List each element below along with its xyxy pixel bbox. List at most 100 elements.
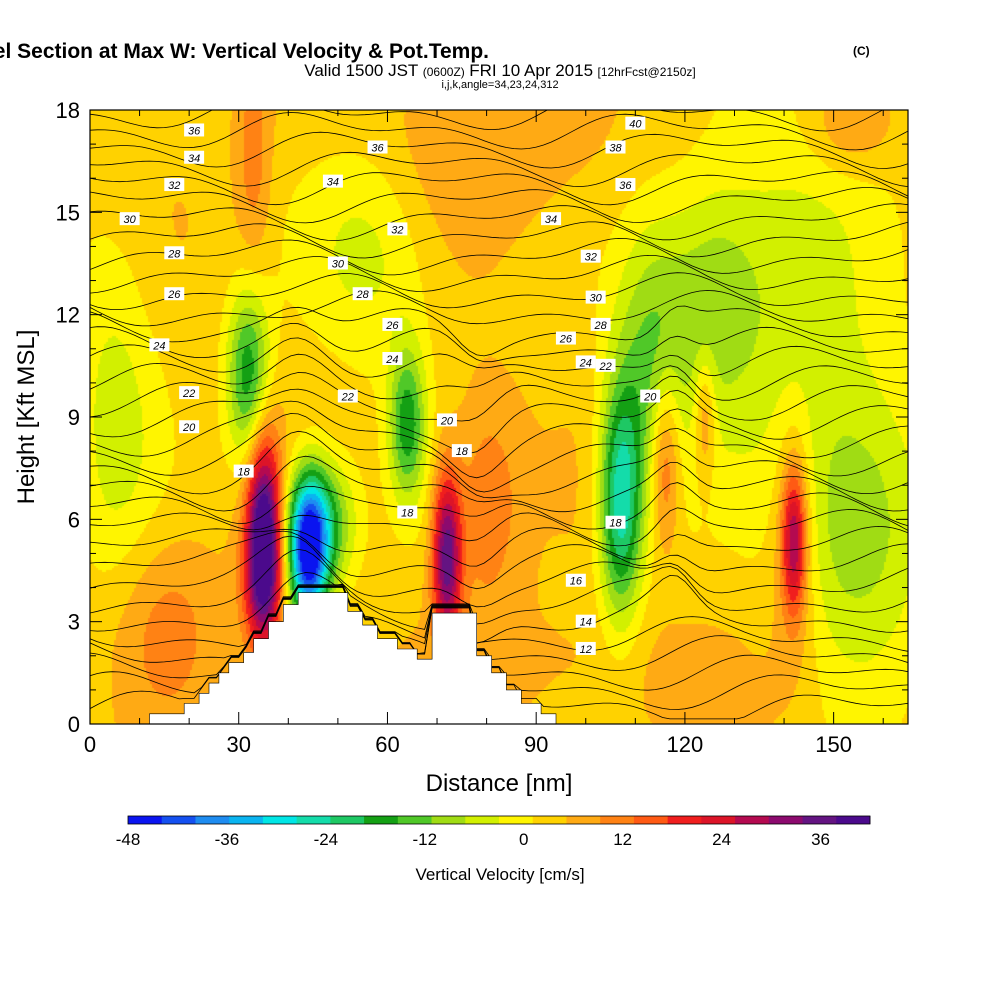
chart-title: Wind-Parallel Section at Max W: Vertical… — [0, 40, 489, 63]
potential-temperature-contours — [90, 110, 908, 720]
contour-label-box — [605, 515, 626, 529]
contour-label-box — [337, 389, 358, 403]
y-tick-label: 15 — [56, 200, 80, 225]
isentrope-line — [90, 322, 908, 363]
valid-prefix: Valid 1500 JST — [304, 61, 418, 80]
contour-label: 20 — [643, 392, 657, 404]
valid-forecast: [12hrFcst@2150z] — [598, 65, 696, 79]
isentrope-line — [90, 112, 908, 151]
contour-label-box — [184, 150, 205, 164]
colorbar-swatch — [836, 816, 871, 824]
isentrope-line — [90, 372, 908, 422]
y-tick-label: 0 — [68, 712, 80, 737]
x-tick-label: 60 — [375, 732, 399, 757]
contour-label: 38 — [609, 143, 622, 155]
contour-label: 16 — [570, 576, 583, 588]
contour-label: 28 — [167, 248, 181, 260]
isentrope-line — [90, 507, 908, 547]
y-axis-label: Height [Kft MSL] — [13, 330, 40, 505]
colorbar-label: Vertical Velocity [cm/s] — [415, 865, 584, 884]
contour-label: 22 — [598, 361, 611, 373]
contour-label: 18 — [609, 518, 622, 530]
contour-label-box — [625, 116, 646, 130]
colorbar-swatch — [397, 816, 432, 824]
isentrope-line — [90, 548, 908, 625]
isentrope-line — [90, 131, 908, 169]
contour-label: 28 — [356, 289, 370, 301]
isentrope-line — [90, 585, 908, 671]
colorbar-tick-label: 12 — [613, 830, 632, 849]
contour-label-box — [382, 317, 403, 331]
colorbar-tick-label: -24 — [314, 830, 339, 849]
isentrope-line — [90, 585, 908, 691]
heatmap-field — [90, 110, 908, 724]
contour-label-box — [387, 222, 408, 236]
grid-indices: i,j,k,angle=34,23,24,312 — [441, 79, 558, 91]
isentrope-line — [90, 430, 908, 499]
contour-label-box — [367, 140, 388, 154]
isentrope-line — [90, 337, 908, 378]
chart-title-main: Wind-Parallel Section at Max W: Vertical… — [0, 40, 489, 63]
isentrope-line — [90, 525, 908, 567]
contour-label: 36 — [371, 143, 384, 155]
contour-label-box — [640, 389, 661, 403]
contour-label-box — [184, 123, 205, 137]
x-axis-label: Distance [nm] — [426, 770, 573, 797]
contour-label: 22 — [341, 392, 354, 404]
plot-area: 36 34 32 30 28 26 24 22 20 18 36 34 32 30 28 26 24 22 20 18… — [89, 109, 909, 725]
contour-label: 30 — [332, 259, 345, 271]
colorbar-swatch — [667, 816, 702, 824]
isentrope-line — [90, 254, 908, 294]
isentrope-line — [90, 455, 908, 513]
contour-label-box — [397, 505, 418, 519]
isentrope-line — [90, 388, 908, 454]
colorbar-swatch — [330, 816, 365, 824]
isentrope-line — [90, 272, 908, 310]
contour-label-box — [595, 358, 616, 372]
contour-label: 18 — [401, 508, 414, 520]
contour-label: 20 — [182, 422, 196, 434]
contour-label: 40 — [629, 119, 642, 131]
colorbar-swatch — [532, 816, 567, 824]
y-axis: 0 36 9 12 15 18 — [56, 98, 908, 737]
contour-label: 18 — [456, 446, 469, 458]
isentrope-line — [90, 572, 908, 644]
contour-label-box — [179, 420, 200, 434]
y-tick-label: 12 — [56, 303, 80, 328]
colorbar-swatch — [633, 816, 669, 824]
contour-label-box — [541, 212, 562, 226]
contour-label-box — [565, 573, 586, 587]
colorbar-swatch — [431, 816, 466, 824]
contour-label-box — [179, 386, 200, 400]
contour-label: 26 — [385, 320, 399, 332]
isentrope-line — [90, 221, 908, 259]
contour-label-box — [164, 178, 185, 192]
contour-label: 36 — [188, 125, 201, 137]
contour-label: 26 — [167, 289, 181, 301]
contour-label: 20 — [440, 415, 454, 427]
contour-label: 18 — [238, 467, 251, 479]
colorbar-swatch — [465, 816, 500, 824]
copyright-mark: (C) — [853, 44, 870, 58]
contour-label: 36 — [619, 180, 632, 192]
colorbar-swatch — [195, 816, 230, 824]
colorbar-swatch — [128, 816, 163, 824]
valid-utc: (0600Z) — [423, 65, 465, 79]
contour-label-box — [149, 338, 170, 352]
contour-label: 34 — [545, 214, 557, 226]
colorbar-swatch — [600, 816, 635, 824]
isentrope-line — [90, 413, 908, 493]
colorbar-swatch — [161, 816, 196, 824]
colorbar-swatch — [229, 816, 264, 824]
x-tick-label: 30 — [226, 732, 250, 757]
contour-label-box — [119, 212, 140, 226]
x-tick-label: 0 — [84, 732, 96, 757]
contour-label: 28 — [594, 320, 608, 332]
isentrope-line — [90, 535, 908, 608]
contour-label: 30 — [124, 214, 137, 226]
contour-label: 32 — [585, 252, 597, 264]
colorbar-swatch — [735, 816, 770, 824]
colorbar-swatch — [701, 816, 736, 824]
y-tick-label: 9 — [68, 405, 80, 430]
